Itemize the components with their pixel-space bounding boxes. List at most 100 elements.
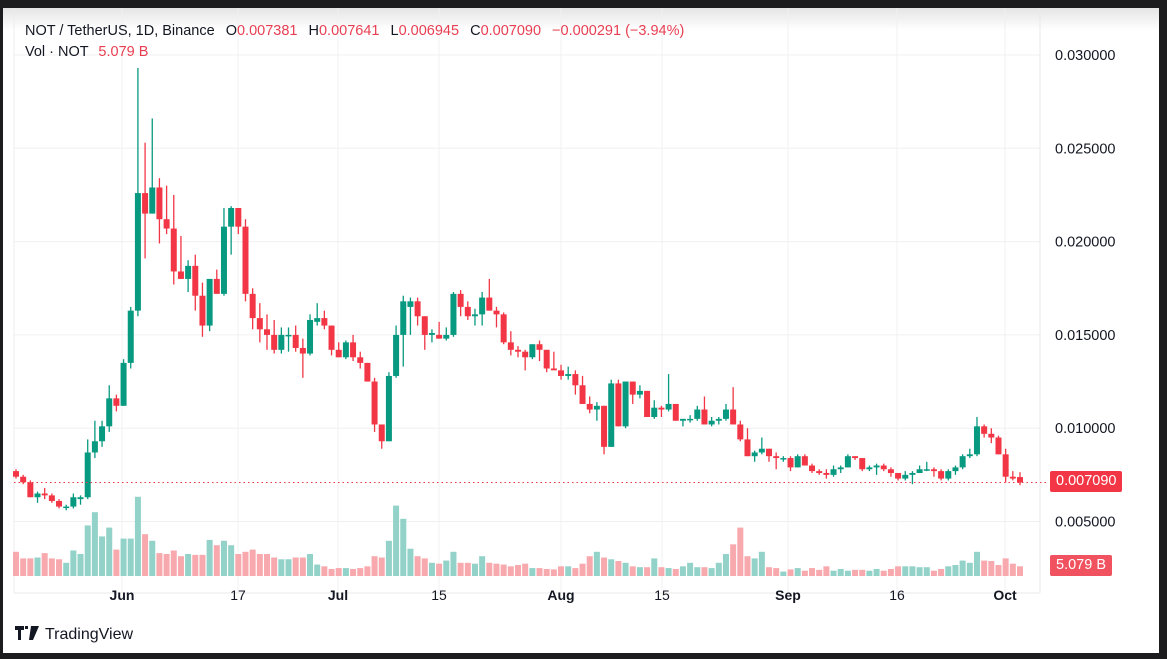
candle-body: [529, 344, 536, 358]
volume-bar: [393, 505, 400, 576]
candle-body: [493, 310, 500, 315]
volume-bar: [572, 568, 579, 576]
candle-body: [837, 467, 844, 470]
candle-body: [342, 342, 349, 358]
candlestick-chart[interactable]: 0.030000 0.025000 0.020000 0.015000 0.010000…: [3, 8, 1159, 653]
volume-bar: [708, 568, 715, 576]
volume-bar: [744, 556, 751, 576]
candle-body: [134, 193, 141, 311]
volume-bar: [930, 570, 937, 576]
candle-body: [981, 426, 988, 434]
candle-body: [63, 506, 70, 509]
volume-bar: [651, 558, 658, 576]
candle-body: [163, 219, 170, 229]
candle-body: [507, 342, 514, 350]
candle-body: [1009, 476, 1016, 479]
candle-body: [687, 418, 694, 421]
volume-bar: [945, 566, 952, 576]
volume-bar: [515, 565, 521, 576]
candle-body: [730, 409, 737, 425]
candle-body: [471, 314, 478, 317]
candle-body: [658, 407, 665, 410]
volume-bar: [342, 568, 349, 576]
volume-bar: [1017, 566, 1023, 576]
candle-body: [156, 187, 163, 220]
candle-body: [558, 370, 565, 376]
candle-body: [371, 381, 378, 425]
candle-body: [880, 465, 887, 470]
volume-bar: [536, 568, 543, 576]
symbol-title: NOT / TetherUS, 1D, Binance: [25, 23, 215, 39]
candle-body: [256, 318, 263, 330]
candle-body: [579, 385, 586, 404]
volume-bar: [56, 559, 63, 576]
candle-body: [744, 439, 751, 457]
candle-body: [644, 390, 651, 418]
volume-bar: [644, 567, 651, 576]
tradingview-mark-icon: [15, 625, 39, 645]
volume-bar: [357, 568, 364, 576]
tradingview-wordmark: TradingView: [45, 626, 134, 643]
candle-body: [945, 471, 952, 479]
volume-bar: [558, 566, 565, 576]
volume-bar: [242, 551, 249, 576]
candle-body: [608, 383, 615, 447]
candle-body: [192, 265, 199, 296]
time-axis-label: Sep: [775, 587, 801, 603]
volume-bar: [952, 565, 959, 576]
volume-bar: [809, 568, 816, 576]
candle-body: [500, 314, 507, 343]
volume-bar: [737, 527, 744, 576]
candle-body: [622, 381, 629, 427]
volume-bar: [285, 559, 292, 576]
volume-bar: [170, 550, 177, 576]
volume-bar: [77, 554, 84, 576]
candle-body: [859, 458, 866, 470]
volume-bar: [206, 539, 213, 576]
price-axis-label: 0.015000: [1055, 328, 1115, 344]
volume-bar: [766, 567, 772, 576]
candle-body: [328, 325, 335, 350]
volume-bar: [672, 568, 679, 576]
candle-body: [938, 471, 945, 479]
tradingview-logo[interactable]: TradingView: [15, 625, 133, 645]
candle-body: [672, 403, 679, 421]
volume-bar: [866, 570, 873, 576]
volume-bar: [314, 564, 321, 576]
candle-body: [321, 318, 328, 326]
candle-body: [787, 458, 794, 468]
candle-body: [271, 334, 278, 350]
candle-body: [20, 476, 27, 483]
volume-bar: [421, 558, 428, 576]
time-axis-label: 15: [654, 587, 670, 603]
high-value: 0.007641: [318, 23, 380, 39]
volume-bar: [249, 549, 256, 576]
candle-body: [988, 433, 995, 438]
volume-bar: [134, 496, 141, 576]
volume-bar: [1002, 558, 1009, 576]
candle-body: [443, 334, 450, 339]
candle-body: [486, 297, 493, 311]
candle-body: [923, 469, 930, 471]
time-axis-label: Jul: [327, 587, 349, 603]
volume-bar: [844, 570, 851, 576]
candle-body: [973, 426, 980, 455]
candle-body: [737, 424, 744, 440]
volume-bar: [271, 557, 278, 576]
candle-body: [966, 454, 973, 457]
volume-bar: [192, 554, 199, 576]
candle-body: [242, 226, 249, 294]
volume-bar: [106, 527, 113, 576]
volume-label: Vol · NOT: [25, 44, 89, 60]
candle-body: [235, 208, 242, 227]
volume-bar: [113, 549, 120, 576]
volume-bar: [787, 569, 794, 576]
volume-bar: [909, 566, 916, 576]
chart-frame[interactable]: 0.030000 0.025000 0.020000 0.015000 0.010000…: [3, 8, 1159, 653]
candle-body: [91, 441, 98, 453]
candle-body: [350, 342, 357, 358]
candle-body: [722, 409, 729, 419]
volume-bar: [292, 557, 299, 576]
volume-bar: [916, 567, 923, 576]
volume-bar: [264, 554, 270, 576]
